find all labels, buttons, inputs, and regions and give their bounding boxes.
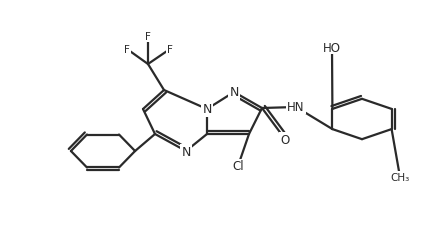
Text: N: N [181,145,191,158]
Text: F: F [145,32,151,42]
Text: Cl: Cl [232,160,244,173]
Text: O: O [280,133,289,146]
Text: F: F [124,45,130,55]
Text: HO: HO [323,41,341,54]
Text: CH₃: CH₃ [390,172,410,182]
Text: HN: HN [287,101,305,114]
Text: N: N [229,86,239,99]
Text: F: F [167,45,173,55]
Text: N: N [202,103,212,116]
